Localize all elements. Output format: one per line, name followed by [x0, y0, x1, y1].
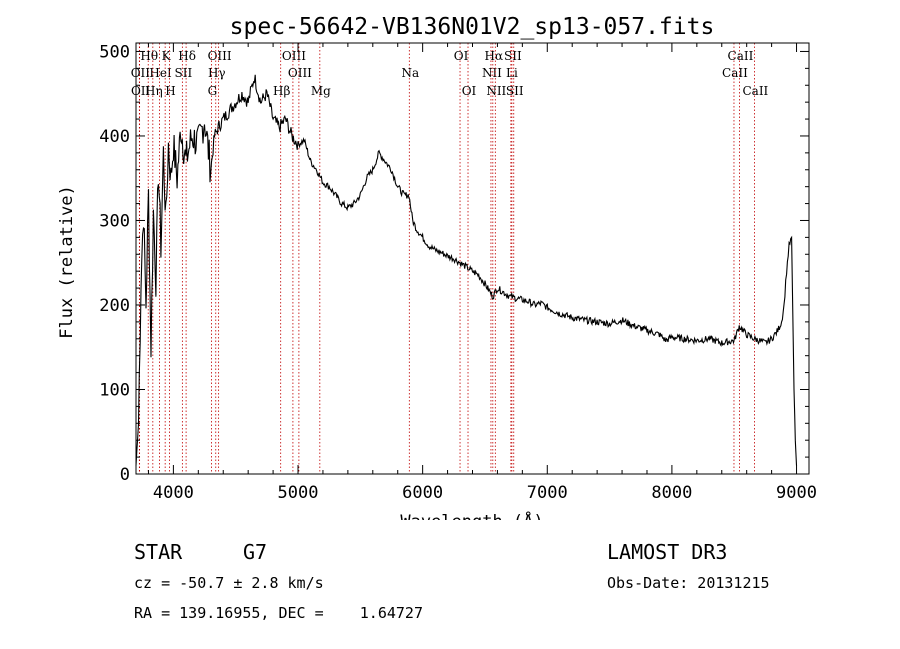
observation-date: Obs-Date: 20131215 — [607, 574, 770, 592]
spectral-line-label: CaII — [728, 49, 754, 63]
y-axis-label: Flux (relative) — [57, 185, 77, 339]
spectral-line-label: K — [162, 49, 172, 63]
x-tick-label: 4000 — [153, 483, 194, 503]
plot-frame — [135, 42, 810, 475]
spectral-line-label: OII — [131, 66, 151, 80]
x-axis-label: Wavelength (Å) — [400, 510, 543, 520]
spectral-line-label: Hβ — [273, 84, 290, 98]
spectral-line-label: Mg — [311, 84, 331, 98]
spectral-line-label: OI — [454, 49, 469, 63]
axis-ticks — [136, 43, 809, 475]
spectrum-chart: spec-56642-VB136N01V2_sp13-057.fits Hθ OI… — [57, 14, 817, 520]
spectral-line-label: OI — [462, 84, 477, 98]
spectral-line-label: SII — [175, 66, 193, 80]
y-tick-label: 500 — [99, 42, 130, 62]
x-tick-label: 8000 — [651, 483, 692, 503]
spectral-line-label: Li — [506, 66, 518, 80]
spectral-line-label: SII — [506, 84, 524, 98]
spectral-subclass: G7 — [243, 540, 268, 564]
spectral-line-label: OIII — [282, 49, 306, 63]
spectral-line-label: NII — [482, 66, 502, 80]
spectral-line-label: Na — [401, 66, 419, 80]
spectral-line-label: CaII — [742, 84, 768, 98]
redshift-velocity: cz = -50.7 ± 2.8 km/s — [134, 574, 324, 592]
x-tick-label: 6000 — [402, 483, 443, 503]
spectral-line-label: OIII — [288, 66, 312, 80]
y-tick-label: 300 — [99, 211, 130, 231]
spectral-line-label: Hα — [485, 49, 504, 63]
y-tick-label: 100 — [99, 380, 130, 400]
survey-name: LAMOST DR3 — [607, 540, 728, 564]
y-tick-label: 400 — [99, 127, 130, 147]
x-tick-label: 9000 — [776, 483, 817, 503]
spectral-line-label: Hθ — [140, 49, 158, 63]
y-tick-label: 0 — [120, 465, 130, 485]
spectral-line-label: HeI — [149, 66, 172, 80]
object-class: STAR — [134, 540, 183, 564]
spectral-line-label: Hδ — [178, 49, 196, 63]
spectral-line-label: Hη — [145, 84, 163, 98]
spectral-line-label: SII — [504, 49, 522, 63]
x-tick-label: 7000 — [527, 483, 568, 503]
spectral-line-label: OIII — [208, 49, 232, 63]
spectral-line-label: G — [208, 84, 218, 98]
axis-tick-labels: 4000 5000 6000 7000 8000 9000 0 100 200 300 400 500 — [99, 42, 817, 503]
chart-title: spec-56642-VB136N01V2_sp13-057.fits — [230, 14, 715, 40]
spectral-line-label: CaII — [722, 66, 748, 80]
spectral-line-label: NII — [486, 84, 506, 98]
spectrum-line — [135, 74, 798, 466]
coordinates: RA = 139.16955, DEC = 1.64727 — [134, 604, 423, 622]
spectral-line-label: Hγ — [208, 66, 226, 80]
y-tick-label: 200 — [99, 296, 130, 316]
spectral-line-label: H — [165, 84, 175, 98]
x-tick-label: 5000 — [278, 483, 319, 503]
